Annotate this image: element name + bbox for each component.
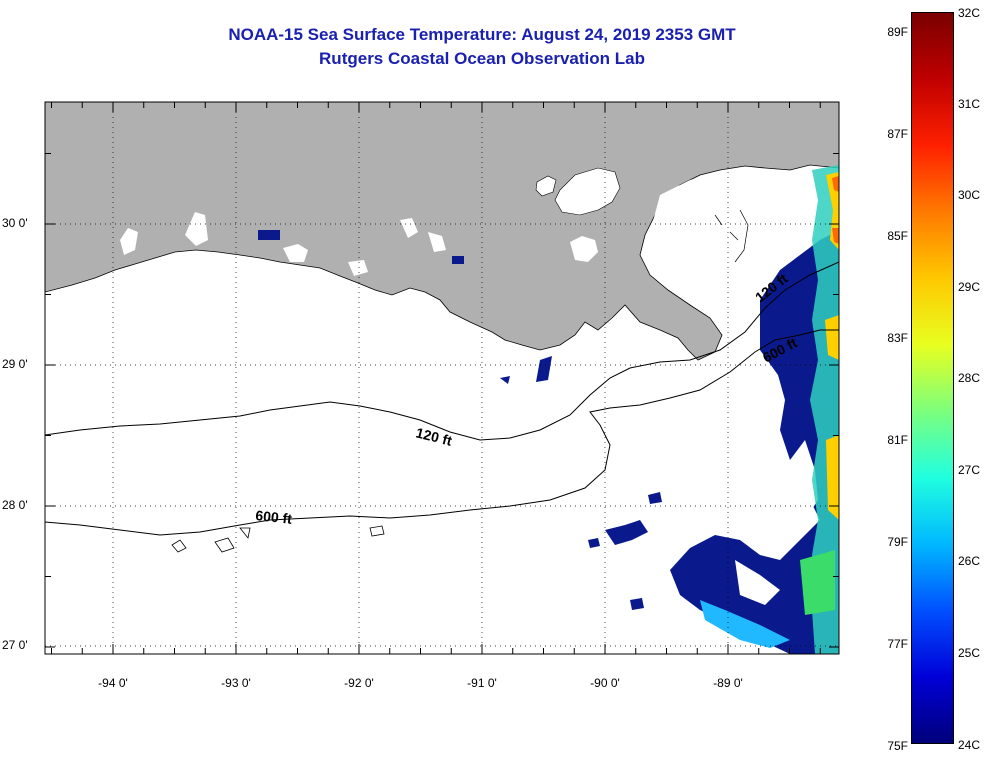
lon-label-92: -92 0' xyxy=(344,676,374,690)
colorbar-f-label: 77F xyxy=(887,637,908,651)
colorbar-f-label: 79F xyxy=(887,535,908,549)
graticule xyxy=(45,102,839,654)
sst-pixel-cluster xyxy=(258,230,280,240)
axis-ticks xyxy=(45,102,839,654)
lat-label-29: 29 0' xyxy=(2,357,28,371)
contour-label-600: 600 ft xyxy=(255,507,293,527)
sst-swath-warm xyxy=(810,165,839,654)
contour-120ft xyxy=(45,261,839,441)
colorbar-c-label: 32C xyxy=(958,6,981,20)
lon-label-90: -90 0' xyxy=(590,676,620,690)
lat-label-27: 27 0' xyxy=(2,638,28,652)
map-title: NOAA-15 Sea Surface Temperature: August … xyxy=(228,25,736,44)
sst-swath-cloud xyxy=(735,440,818,605)
lat-label-30: 30 0' xyxy=(2,216,28,230)
lake-maurepas xyxy=(535,175,557,197)
cloud-patch-west xyxy=(120,228,138,255)
lat-label-28: 28 0' xyxy=(2,498,28,512)
cloud-patch-mid xyxy=(283,244,308,262)
colorbar-f-label: 89F xyxy=(887,25,908,39)
map-frame xyxy=(44,101,840,655)
cloud-patch-center xyxy=(570,236,598,262)
colorbar-c-label: 27C xyxy=(958,463,981,477)
colorbar-f-label: 87F xyxy=(887,127,908,141)
colorbar-f-label: 75F xyxy=(887,739,908,753)
colorbar-c-label: 30C xyxy=(958,188,981,202)
colorbar-c-label: 29C xyxy=(958,280,981,294)
cloud-patch-east xyxy=(652,172,765,300)
lon-label-93: -93 0' xyxy=(221,676,251,690)
coast-detail-east xyxy=(714,209,749,263)
sst-swath-mid-green xyxy=(800,550,835,615)
lake-pontchartrain xyxy=(554,167,621,216)
sst-pixel-cluster xyxy=(452,256,464,264)
colorbar-c-label: 24C xyxy=(958,738,981,752)
contour-islands xyxy=(171,525,385,553)
sst-swath-hot xyxy=(825,172,839,520)
colorbar-c-label: 25C xyxy=(958,646,981,660)
colorbar-f-label: 85F xyxy=(887,229,908,243)
sst-swath-hottest xyxy=(832,176,839,244)
colorbar-f-label: 83F xyxy=(887,331,908,345)
lon-label-89: -89 0' xyxy=(713,676,743,690)
contour-600ft xyxy=(45,329,839,536)
colorbar-f-label: 81F xyxy=(887,433,908,447)
colorbar-c-label: 26C xyxy=(958,554,981,568)
temperature-colorbar xyxy=(911,12,954,744)
map-subtitle: Rutgers Coastal Ocean Observation Lab xyxy=(319,49,645,68)
cloud-patch-mid2 xyxy=(348,218,446,276)
sst-swath-lightblue xyxy=(700,600,790,648)
lon-label-94: -94 0' xyxy=(98,676,128,690)
colorbar-c-label: 28C xyxy=(958,371,981,385)
cloud-patch-west2 xyxy=(185,212,208,246)
colorbar-c-label: 31C xyxy=(958,97,981,111)
lon-label-91: -91 0' xyxy=(467,676,497,690)
